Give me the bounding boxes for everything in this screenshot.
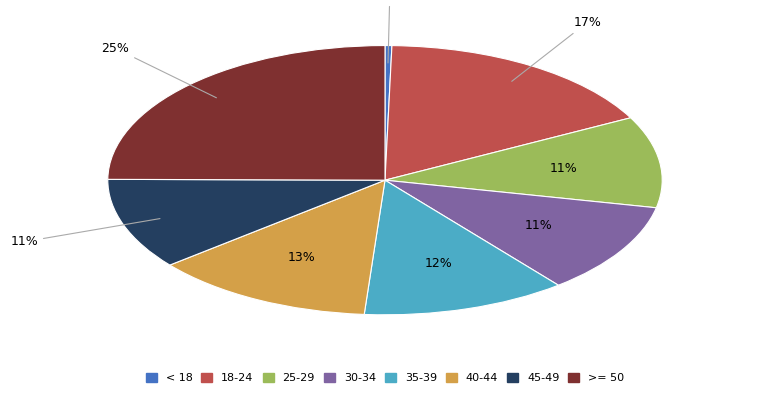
Wedge shape [385,180,656,285]
Wedge shape [108,46,385,180]
Text: 11%: 11% [10,219,160,248]
Wedge shape [385,46,631,180]
Legend: < 18, 18-24, 25-29, 30-34, 35-39, 40-44, 45-49, >= 50: < 18, 18-24, 25-29, 30-34, 35-39, 40-44,… [142,370,628,386]
Text: 11%: 11% [524,219,552,232]
Wedge shape [108,179,385,265]
Text: 25%: 25% [102,42,216,98]
Wedge shape [364,180,558,315]
Wedge shape [170,180,385,314]
Wedge shape [385,46,392,180]
Text: 11%: 11% [550,162,578,175]
Text: 13%: 13% [288,251,316,264]
Text: 0%: 0% [380,0,400,63]
Wedge shape [385,118,662,208]
Text: 17%: 17% [512,16,601,81]
Text: 12%: 12% [424,257,452,270]
